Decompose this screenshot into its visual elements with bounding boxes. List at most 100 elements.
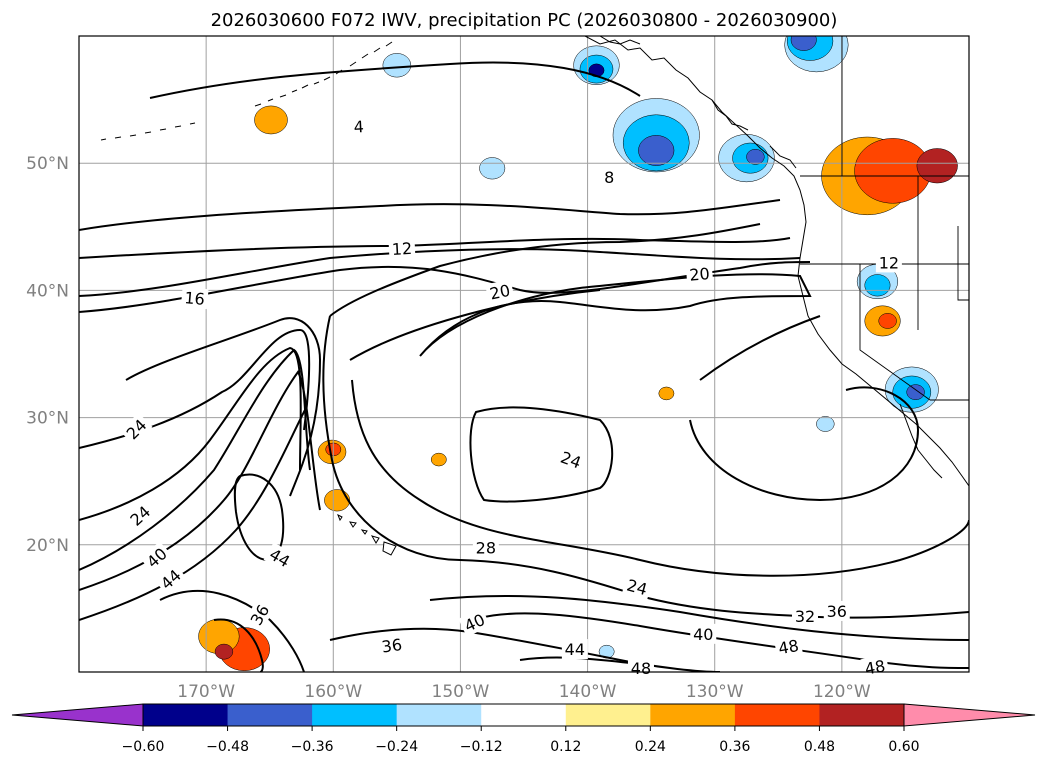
iwv-contours	[79, 61, 969, 672]
contour-label-bg	[690, 623, 717, 644]
contour-label-4: 16	[180, 286, 209, 310]
contour-label-text: 4	[353, 117, 364, 137]
contour-label-text: 24	[625, 575, 650, 599]
contour-label-bg	[263, 542, 297, 573]
map-background	[79, 36, 969, 672]
contour-label-bg	[485, 279, 515, 305]
lon-tick-label: 130°W	[686, 682, 744, 702]
contour-label-text: 8	[604, 168, 614, 187]
contour-label-bg	[860, 654, 890, 680]
precip-area-16	[906, 384, 925, 400]
contour-label-bg	[154, 563, 187, 596]
contour-label-1: 8	[601, 167, 617, 188]
lon-tick-label: 170°W	[177, 682, 235, 702]
colorbar-segment-4	[481, 704, 567, 726]
colorbar: −0.60 −0.48 −0.36 −0.24 −0.12 0.12 0.24 0.36 0.4…	[11, 703, 1036, 755]
graticule	[79, 36, 969, 672]
lon-tick-label: 150°W	[432, 682, 490, 702]
contour-label-5: 20	[485, 279, 515, 305]
contour-label-bg	[823, 600, 850, 621]
longitude-labels: 170°W 160°W 150°W 140°W 130°W 120°W	[177, 682, 871, 702]
contour-label-text: 12	[879, 253, 899, 272]
contour-label-text: 20	[689, 264, 711, 285]
contour-label-12: 32	[791, 606, 818, 627]
colorbar-segment-3	[396, 704, 482, 726]
hawaiian-islands	[337, 513, 397, 556]
contour-label-bg	[791, 606, 818, 627]
lon-tick-label: 160°W	[304, 682, 362, 702]
precip-area-11	[790, 36, 817, 51]
contour-label-15: 36	[377, 633, 407, 657]
colorbar-frame	[142, 703, 905, 727]
contour-label-bg	[622, 573, 653, 600]
precip-area-5	[638, 135, 675, 166]
contour-label-6: 20	[685, 262, 714, 285]
map-frame	[78, 35, 970, 673]
lat-tick-label: 20°N	[26, 536, 69, 556]
precip-area-33	[430, 452, 447, 467]
lon-tick-label: 120°W	[813, 682, 871, 702]
contour-label-bg	[180, 286, 209, 310]
colorbar-segment-5	[565, 704, 651, 726]
colorbar-tick-label: −0.36	[291, 739, 334, 755]
contour-label-bg	[875, 252, 902, 273]
chart-title: 2026030600 F072 IWV, precipitation PC (2…	[211, 10, 838, 31]
colorbar-segment-1	[227, 704, 313, 726]
lat-tick-label: 40°N	[26, 281, 69, 301]
contour-label-text: 20	[488, 281, 512, 304]
contour-label-bg	[773, 634, 803, 659]
precip-area-18	[479, 157, 506, 180]
colorbar-segment-7	[734, 704, 820, 726]
contour-label-text: 16	[184, 288, 206, 309]
colorbar-tick-label: −0.60	[122, 739, 165, 755]
contour-label-text: 12	[391, 239, 412, 259]
contour-label-bg	[472, 537, 499, 558]
contour-label-bg	[555, 445, 587, 474]
contour-label-bg	[685, 262, 714, 285]
colorbar-tick-label: −0.12	[460, 739, 503, 755]
contour-label-24: 48	[627, 658, 654, 679]
colorbar-tick-label: 0.36	[719, 739, 750, 755]
contour-label-3: 12	[875, 252, 902, 273]
precip-area-28	[324, 489, 351, 512]
contour-label-text: 36	[380, 635, 403, 657]
contour-label-22: 48	[773, 634, 803, 659]
contour-label-bg	[119, 412, 153, 446]
colorbar-tick-label: −0.24	[375, 739, 418, 755]
state-borders	[800, 36, 969, 401]
contour-label-text: 48	[777, 636, 800, 658]
contour-label-2: 12	[388, 237, 416, 260]
precip-area-25	[878, 313, 897, 329]
lat-tick-label: 30°N	[26, 409, 69, 429]
colorbar-segment-2	[312, 704, 398, 726]
colorbar-segment-8	[819, 704, 905, 726]
colorbar-tick-label: 0.24	[635, 739, 666, 755]
contour-label-text: 28	[476, 538, 496, 557]
lon-tick-label: 140°W	[559, 682, 617, 702]
contour-label-bg	[561, 639, 588, 660]
contour-label-bg	[140, 541, 173, 574]
precip-area-34	[658, 386, 675, 401]
colorbar-extend-high	[903, 703, 1036, 727]
contour-label-bg	[123, 499, 157, 532]
contour-label-10: 24	[622, 573, 653, 600]
colorbar-tick-label: 0.12	[550, 739, 581, 755]
colorbar-segment-6	[650, 704, 736, 726]
contour-label-text: 36	[827, 602, 847, 621]
contour-label-text: 32	[795, 607, 815, 626]
colorbar-tick-label: −0.48	[206, 739, 249, 755]
contour-label-text: 40	[693, 625, 713, 644]
latitude-labels: 20°N 30°N 40°N 50°N	[26, 154, 69, 556]
precip-area-29	[254, 105, 288, 135]
contour-label-21: 44	[561, 639, 588, 660]
precip-area-8	[746, 149, 765, 165]
contour-label-0: 4	[350, 115, 367, 137]
precip-area-23	[916, 148, 958, 184]
precip-area-17	[816, 416, 835, 432]
contour-label-bg	[601, 167, 617, 188]
contour-label-text: 48	[863, 656, 886, 678]
precip-area-32	[214, 643, 234, 660]
precip-shading	[198, 36, 958, 671]
